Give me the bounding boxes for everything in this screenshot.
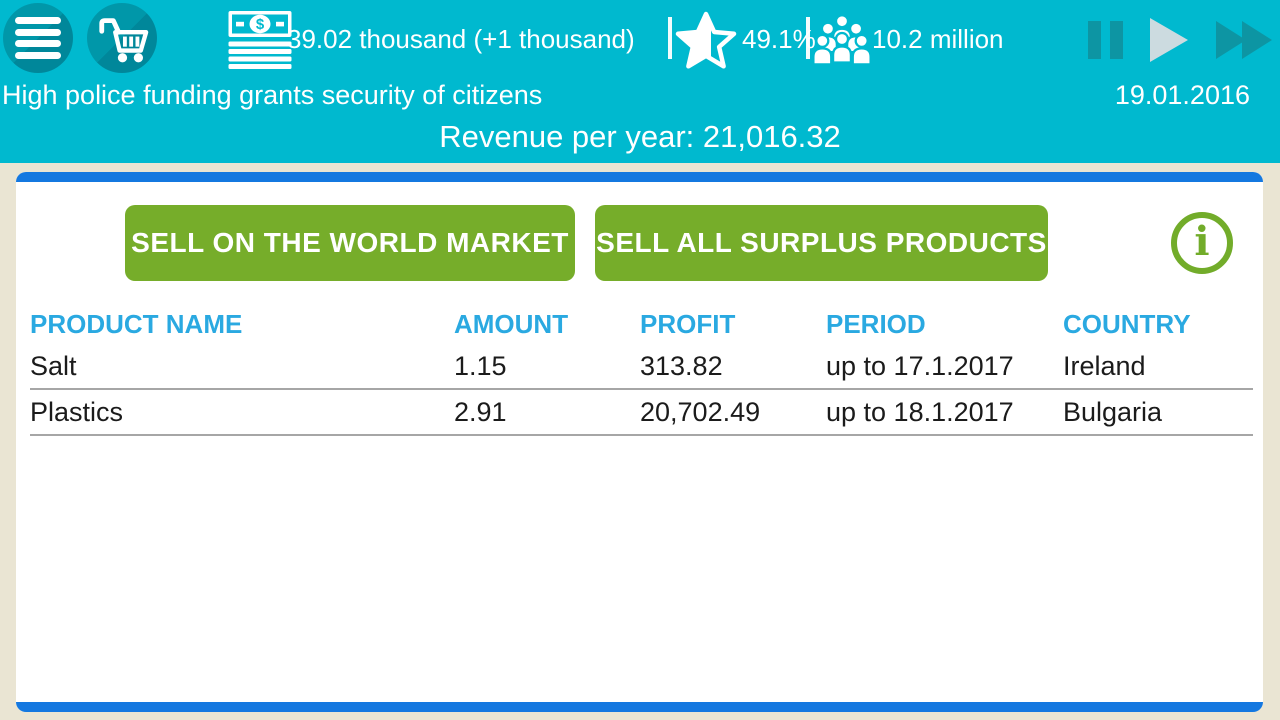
info-icon: i (1194, 217, 1210, 265)
pause-icon (1088, 21, 1101, 59)
population-value: 10.2 million (872, 24, 1004, 54)
fast-forward-icon (1242, 21, 1272, 59)
products-table: PRODUCT NAME AMOUNT PROFIT PERIOD COUNTR… (30, 304, 1253, 436)
game-date: 19.01.2016 (1114, 80, 1250, 110)
revenue-per-year: Revenue per year: 21,016.32 (439, 119, 841, 154)
cell-product: Plastics (30, 396, 124, 427)
stat-separator (806, 17, 810, 59)
treasury-value: 39.02 thousand (+1 thousand) (287, 24, 635, 54)
shopping-cart-icon (99, 18, 149, 63)
col-period: PERIOD (826, 308, 926, 339)
news-ticker[interactable]: High police funding grants security of c… (2, 80, 543, 110)
approval-value: 49.1% (742, 24, 816, 54)
table-row[interactable]: Salt 1.15 313.82 up to 17.1.2017 Ireland (30, 344, 1253, 390)
world-market-panel: SELL ON THE WORLD MARKET SELL ALL SURPLU… (16, 172, 1263, 712)
panel-bottom-accent (16, 702, 1263, 712)
cell-profit: 313.82 (640, 350, 723, 381)
pause-icon (1110, 21, 1123, 59)
cell-country: Bulgaria (1063, 396, 1163, 427)
cell-period: up to 17.1.2017 (826, 350, 1014, 381)
sell-all-surplus-button[interactable]: SELL ALL SURPLUS PRODUCTS (595, 205, 1048, 281)
fast-forward-button[interactable] (1216, 21, 1272, 59)
col-country: COUNTRY (1063, 308, 1191, 339)
population-icon (812, 14, 872, 66)
approval-star-icon (675, 11, 737, 69)
col-product-name: PRODUCT NAME (30, 308, 243, 339)
table-header-row: PRODUCT NAME AMOUNT PROFIT PERIOD COUNTR… (30, 304, 1253, 344)
panel-top-accent (16, 172, 1263, 182)
menu-button[interactable] (3, 3, 73, 73)
cell-period: up to 18.1.2017 (826, 396, 1014, 427)
info-button[interactable]: i (1171, 212, 1233, 274)
cell-product: Salt (30, 350, 77, 381)
col-profit: PROFIT (640, 308, 736, 339)
cell-amount: 2.91 (454, 396, 507, 427)
pause-button[interactable] (1088, 21, 1123, 59)
hamburger-menu-icon (15, 13, 61, 64)
cell-amount: 1.15 (454, 350, 507, 381)
top-bar: $ 39.02 thousand (+1 thousand) 49.1% (0, 0, 1280, 163)
fast-forward-icon (1216, 21, 1246, 59)
stat-separator (668, 17, 672, 59)
sell-world-market-button[interactable]: SELL ON THE WORLD MARKET (125, 205, 575, 281)
cell-country: Ireland (1063, 350, 1146, 381)
col-amount: AMOUNT (454, 308, 569, 339)
money-icon: $ (228, 11, 292, 69)
table-row[interactable]: Plastics 2.91 20,702.49 up to 18.1.2017 … (30, 390, 1253, 436)
play-button[interactable] (1150, 18, 1188, 62)
market-cart-button[interactable] (87, 3, 157, 73)
svg-text:$: $ (256, 16, 265, 33)
cell-profit: 20,702.49 (640, 396, 761, 427)
